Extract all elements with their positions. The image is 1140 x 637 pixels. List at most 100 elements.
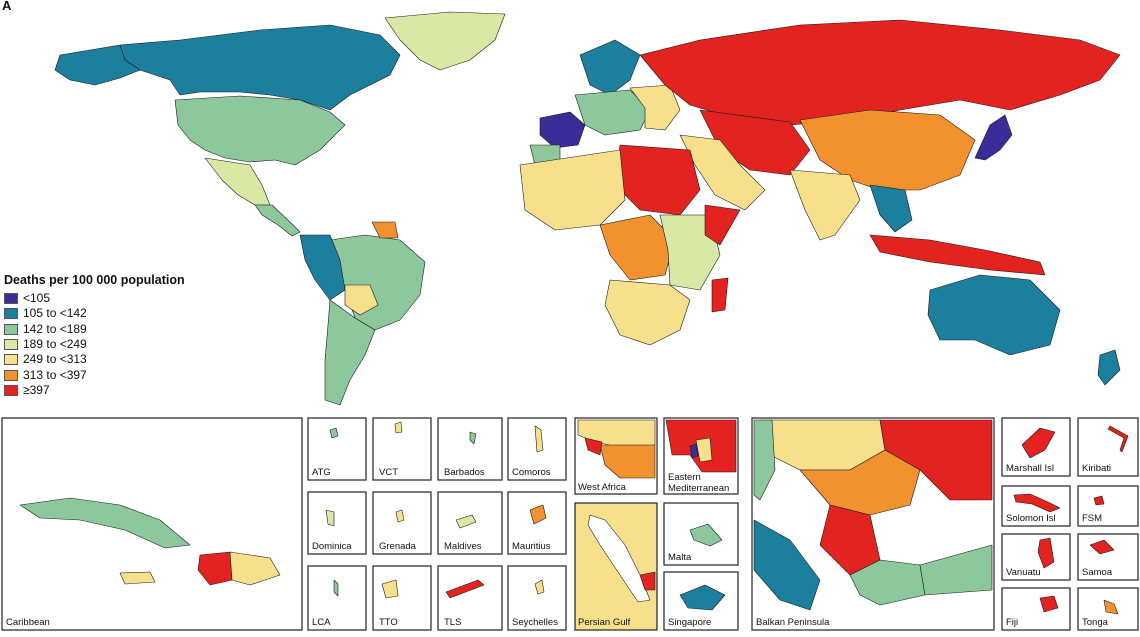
- inset-west-africa-frame: [574, 417, 658, 495]
- region-france: [539, 111, 586, 149]
- region-scandinavia: [579, 39, 641, 96]
- inset-comoros-shape: [534, 425, 544, 453]
- legend-item: 142 to <189: [4, 322, 185, 337]
- inset-singapore-frame: [663, 571, 739, 631]
- inset-malta-shape: [689, 523, 723, 547]
- inset-label-atg: ATG: [312, 467, 331, 478]
- inset-label-caribbean: Caribbean: [6, 617, 50, 628]
- inset-label-marshall: Marshall Isl: [1006, 463, 1054, 474]
- legend-swatch: [4, 308, 18, 320]
- legend-label: 313 to <397: [23, 367, 87, 382]
- inset-label-balkan: Balkan Peninsula: [756, 617, 830, 628]
- inset-haiti: [197, 551, 233, 586]
- inset-label-fsm: FSM: [1082, 513, 1102, 524]
- legend-label: 142 to <189: [23, 321, 87, 336]
- region-india: [789, 169, 861, 241]
- legend-swatch: [4, 384, 18, 396]
- inset-wa-orange: [599, 444, 656, 479]
- inset-seychelles-shape: [534, 579, 545, 595]
- region-madagascar: [711, 277, 729, 313]
- inset-label-persian-gulf: Persian Gulf: [578, 617, 631, 628]
- region-southern-africa: [604, 279, 691, 346]
- inset-label-tls: TLS: [444, 617, 461, 628]
- inset-lca-shape: [333, 579, 339, 597]
- region-new-zealand: [1097, 349, 1121, 386]
- inset-balkan-turkey: [919, 544, 993, 596]
- inset-mauritius-shape: [529, 504, 547, 525]
- region-canada: [119, 24, 401, 111]
- inset-atg-frame: [307, 417, 367, 481]
- legend-item: 189 to <249: [4, 337, 185, 352]
- inset-seychelles-frame: [507, 565, 567, 631]
- inset-label-mauritius: Mauritius: [512, 541, 551, 552]
- map-legend: Deaths per 100 000 population <105 105 to…: [4, 273, 185, 398]
- legend-label: <105: [23, 291, 51, 306]
- inset-marshall-shape: [1021, 427, 1056, 459]
- inset-barbados-shape: [469, 431, 477, 445]
- inset-vct-frame: [372, 417, 432, 481]
- inset-em-yellow: [695, 437, 713, 463]
- inset-pg-red: [639, 571, 656, 591]
- legend-swatch: [4, 293, 18, 305]
- inset-pg-water: [587, 514, 651, 603]
- inset-label-eastern-med-2: Mediterranean: [668, 483, 729, 494]
- region-china: [799, 109, 976, 191]
- region-bolivia: [344, 284, 379, 316]
- inset-label-dominica: Dominica: [312, 541, 352, 552]
- inset-label-vanuatu: Vanuatu: [1006, 567, 1041, 578]
- region-north-africa-red: [614, 144, 701, 216]
- region-australia: [927, 274, 1061, 356]
- inset-label-west-africa: West Africa: [578, 482, 627, 493]
- region-colombia-peru: [299, 234, 346, 301]
- inset-samoa-shape: [1089, 539, 1115, 555]
- panel-label: A: [2, 0, 12, 13]
- inset-kiribati-shape: [1107, 425, 1129, 453]
- region-guyana: [371, 221, 399, 239]
- region-central-america: [254, 204, 301, 237]
- region-japan: [974, 114, 1013, 161]
- inset-grenada-shape: [395, 509, 405, 523]
- inset-kiribati-frame: [1077, 417, 1139, 477]
- legend-title: Deaths per 100 000 population: [4, 273, 185, 287]
- inset-balkan-italy: [753, 519, 821, 611]
- inset-label-grenada: Grenada: [379, 541, 417, 552]
- inset-label-tonga: Tonga: [1082, 617, 1109, 628]
- inset-cuba: [19, 497, 191, 549]
- inset-comoros-frame: [507, 417, 567, 481]
- inset-solomon-frame: [1001, 485, 1071, 527]
- inset-vct-shape: [394, 421, 403, 434]
- inset-label-singapore: Singapore: [668, 617, 711, 628]
- legend-item: <105: [4, 291, 185, 306]
- inset-label-malta: Malta: [668, 552, 692, 563]
- inset-mauritius-frame: [507, 491, 567, 555]
- legend-item: 105 to <142: [4, 306, 185, 321]
- inset-fiji-shape: [1039, 595, 1059, 613]
- inset-fsm-shape: [1093, 495, 1105, 506]
- inset-label-maldives: Maldives: [444, 541, 482, 552]
- region-horn-africa: [704, 204, 741, 246]
- inset-dominica-frame: [307, 491, 367, 555]
- inset-caribbean-frame: [1, 417, 303, 631]
- inset-atg-shape: [329, 427, 339, 439]
- inset-malta-frame: [663, 502, 739, 566]
- legend-items: <105 105 to <142 142 to <189 189 to <249 249…: [4, 291, 185, 398]
- inset-tls-shape: [445, 579, 485, 599]
- region-argentina-chile: [324, 299, 376, 406]
- region-indonesia: [869, 234, 1046, 276]
- region-greenland: [384, 11, 506, 71]
- inset-vanuatu-shape: [1037, 537, 1055, 569]
- inset-barbados-frame: [437, 417, 503, 481]
- inset-label-lca: LCA: [312, 617, 331, 628]
- region-central-africa: [599, 214, 676, 281]
- inset-tonga-shape: [1103, 599, 1119, 615]
- inset-tonga-frame: [1077, 587, 1139, 631]
- inset-label-fiji: Fiji: [1006, 617, 1018, 628]
- legend-label: 105 to <142: [23, 306, 87, 321]
- legend-label: 189 to <249: [23, 337, 87, 352]
- inset-jamaica: [119, 571, 156, 585]
- inset-dominican-republic: [229, 551, 281, 586]
- inset-maldives-frame: [437, 491, 503, 555]
- inset-lca-frame: [307, 565, 367, 631]
